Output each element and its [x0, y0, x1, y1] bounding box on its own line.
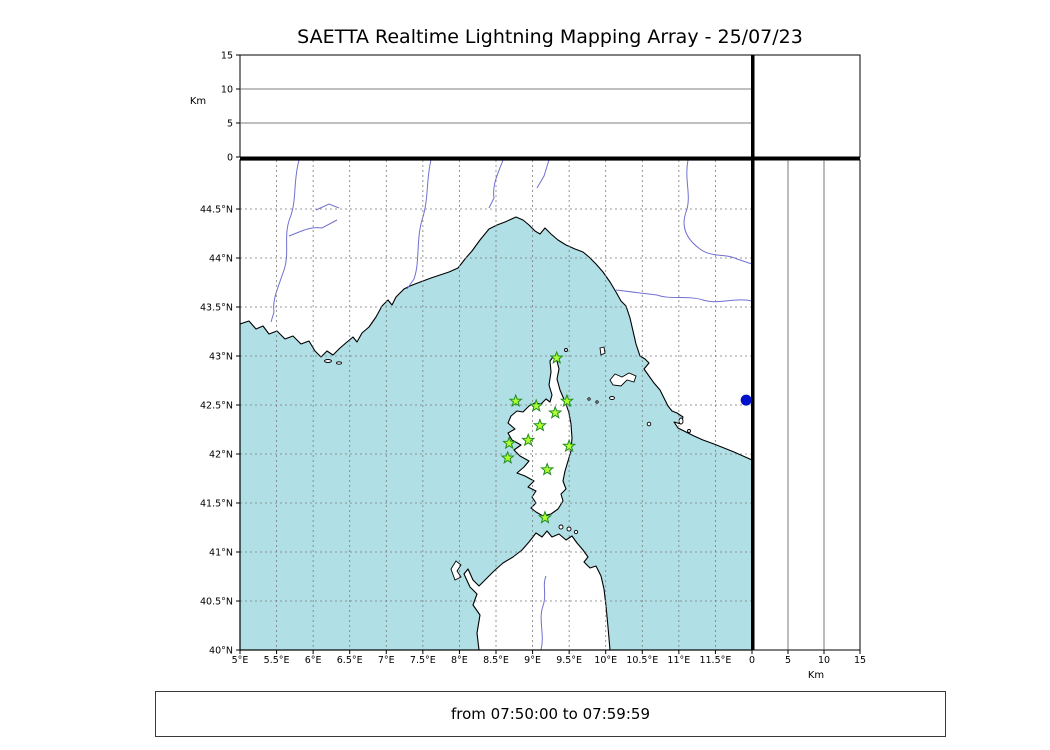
km-tick-label: 5 [785, 655, 791, 666]
histogram-panel [751, 54, 861, 158]
river [540, 575, 547, 650]
river [315, 203, 340, 211]
station-star [508, 393, 523, 408]
montecristo-island [646, 421, 652, 427]
km-tick-label: 0 [749, 655, 755, 666]
sardinia [463, 530, 611, 650]
lon-tick-label: 5°E [232, 655, 249, 666]
giannutri-island [687, 429, 691, 433]
lon-tick-label: 11.5°E [699, 655, 731, 666]
station-star [559, 393, 575, 408]
lon-tick-label: 9°E [524, 655, 541, 666]
lon-tick-label: 9.5°E [556, 655, 582, 666]
km-tick-label: 5 [227, 118, 233, 129]
lat-tick-label: 40.5°N [200, 596, 233, 607]
lon-tick-label: 7°E [378, 655, 395, 666]
station-star [521, 432, 536, 447]
river [270, 160, 300, 323]
capraia-island [599, 346, 606, 356]
km-tick-label: 10 [221, 84, 233, 95]
altitude-lon-panel [239, 54, 753, 158]
separator-horizontal [240, 157, 860, 160]
station-star [529, 398, 544, 412]
station-star [549, 350, 564, 364]
lma-stations [500, 350, 577, 524]
maddalena-island [558, 524, 564, 530]
lat-tick-label: 42.5°N [200, 400, 233, 411]
lon-tick-label: 8.5°E [483, 655, 509, 666]
rivers [270, 160, 752, 650]
porquerolles-island [324, 359, 332, 363]
pianosa-island [609, 396, 615, 400]
lat-tick-label: 41.5°N [200, 498, 233, 509]
elba-island [609, 372, 637, 387]
mainland-coastline [240, 216, 752, 461]
right-km-axis-label: Km [808, 670, 824, 681]
lon-tick-label: 11°E [667, 655, 690, 666]
maddalena-island [573, 529, 579, 535]
lon-tick-label: 7.5°E [410, 655, 436, 666]
giraglia-islet [564, 348, 568, 352]
river [288, 219, 338, 237]
lon-tick-label: 10.5°E [626, 655, 658, 666]
lon-tick-label: 5.5°E [264, 655, 290, 666]
lat-tick-label: 41°N [209, 547, 233, 558]
km-tick-label: 0 [227, 152, 233, 163]
separator-vertical [751, 55, 755, 650]
lat-tick-label: 40°N [209, 645, 233, 656]
small-islands [324, 346, 691, 581]
station-star [548, 405, 563, 419]
lat-tick-label: 44°N [209, 253, 233, 264]
station-star [540, 462, 555, 476]
km-tick-label: 10 [818, 655, 830, 666]
station-star [532, 418, 547, 432]
port-cros-island [336, 361, 342, 365]
station-star [500, 450, 515, 464]
islet [587, 397, 591, 401]
km-tick-label: 15 [221, 50, 233, 61]
time-window-text: from 07:50:00 to 07:59:59 [450, 705, 650, 723]
altitude-lon-panel-grid [240, 88, 752, 124]
event-dot [740, 394, 752, 406]
lon-tick-label: 6°E [305, 655, 322, 666]
islet [595, 400, 599, 404]
lat-tick-label: 44.5°N [200, 204, 233, 215]
km-tick-label: 15 [854, 655, 866, 666]
lon-tick-label: 10°E [594, 655, 617, 666]
event-markers [740, 394, 752, 406]
lat-tick-label: 43.5°N [200, 302, 233, 313]
river [488, 160, 504, 209]
map-panel [240, 160, 752, 650]
lon-tick-label: 8°E [451, 655, 468, 666]
page-title: SAETTA Realtime Lightning Mapping Array … [297, 26, 803, 48]
station-star [502, 435, 517, 450]
asinara-island [450, 560, 462, 581]
river [536, 160, 550, 189]
lat-tick-label: 42°N [209, 449, 233, 460]
station-star [562, 438, 577, 453]
axis-ticks-and-labels: 5°E 5.5°E 6°E 6.5°E 7°E 7.5°E 8°E 8.5°E 9°E 9.5°E… [200, 50, 866, 666]
altitude-lat-panel [751, 159, 861, 651]
river [615, 289, 752, 303]
river [406, 160, 432, 290]
mainland-fill [240, 160, 752, 460]
river [683, 160, 752, 265]
lon-tick-label: 6.5°E [337, 655, 363, 666]
top-km-axis-label: Km [190, 96, 206, 107]
time-window-box: from 07:50:00 to 07:59:59 [155, 691, 946, 737]
station-star [537, 510, 553, 524]
giglio-island [678, 417, 684, 425]
lat-tick-label: 43°N [209, 351, 233, 362]
altitude-lat-panel-grid [787, 160, 825, 650]
